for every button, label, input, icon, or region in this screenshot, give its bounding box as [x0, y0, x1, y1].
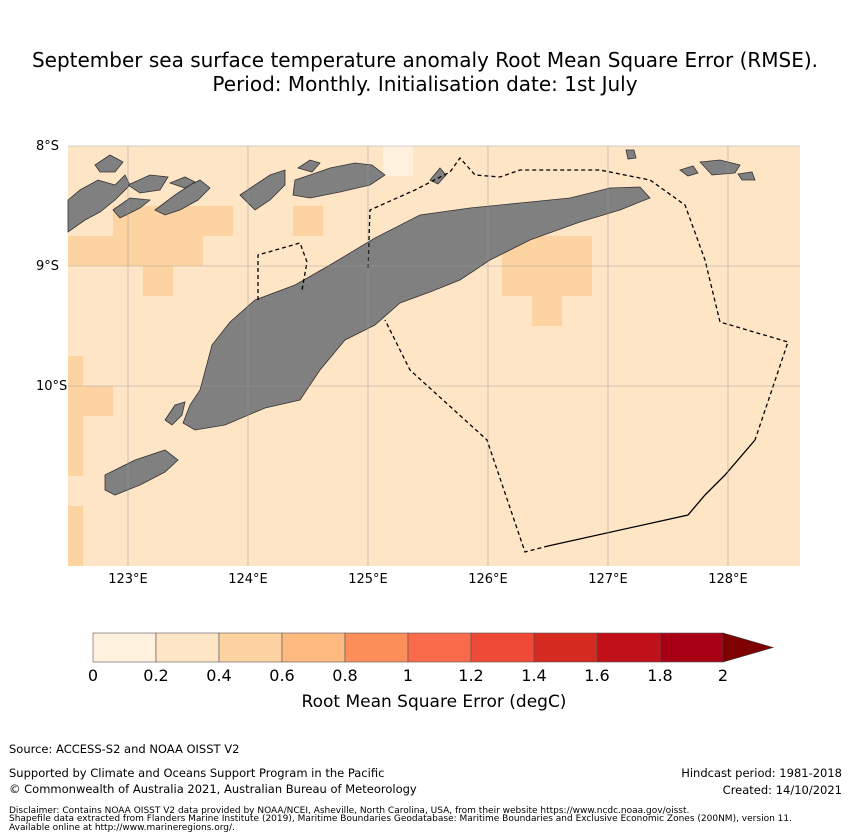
title-line-1: September sea surface temperature anomal…	[31, 48, 819, 72]
created-text: Created: 14/10/2021	[722, 783, 842, 797]
colorbar-tick: 1.4	[521, 666, 547, 685]
source-text: Source: ACCESS-S2 and NOAA OISST V2	[9, 742, 240, 756]
cell-mid	[532, 296, 562, 326]
colorbar-segment	[533, 632, 598, 663]
copyright-text: © Commonwealth of Australia 2021, Austra…	[9, 782, 417, 796]
lon-label: 125°E	[348, 572, 388, 587]
island-nw-5	[154, 179, 211, 216]
colorbar-segment	[596, 632, 661, 663]
colorbar-tick: 0.4	[206, 666, 232, 685]
colorbar-tick: 0.2	[143, 666, 169, 685]
colorbar-segment	[659, 632, 724, 663]
colorbar-segment	[218, 632, 283, 663]
cell-mid	[293, 206, 323, 236]
cell-mid	[143, 266, 173, 296]
islet-ne-3	[737, 171, 756, 181]
colorbar-segment	[407, 632, 472, 663]
colorbar-label: Root Mean Square Error (degC)	[301, 692, 567, 712]
cell-low	[383, 146, 413, 176]
colorbar-tick: 0.6	[269, 666, 295, 685]
island-nw-4	[127, 174, 169, 194]
cell-mid	[68, 386, 113, 416]
graticule	[68, 145, 800, 566]
islet-ne-1	[625, 149, 637, 160]
maritime-boundaries	[257, 156, 789, 553]
colorbar-tick: 1	[402, 666, 414, 685]
colorbar-tick: 1.8	[647, 666, 673, 685]
cell-mid	[68, 236, 203, 266]
chart-title: September sea surface temperature anomal…	[0, 48, 850, 96]
map-svg	[67, 145, 800, 566]
lat-label: 8°S	[36, 139, 60, 154]
cell-mid	[68, 506, 83, 566]
lon-label: 123°E	[108, 572, 148, 587]
hindcast-text: Hindcast period: 1981-2018	[681, 766, 842, 780]
disclaimer-line-2: Shapefile data extracted from Flanders M…	[9, 814, 792, 824]
supported-text: Supported by Climate and Oceans Support …	[9, 766, 385, 780]
lon-label: 127°E	[588, 572, 628, 587]
land-masses	[67, 149, 756, 496]
lon-label: 126°E	[468, 572, 508, 587]
island-n-2	[292, 162, 386, 199]
island-sw	[104, 449, 179, 496]
lat-label: 9°S	[36, 259, 60, 274]
boundary-west	[384, 319, 549, 553]
lon-label: 124°E	[228, 572, 268, 587]
colorbar-segments	[92, 632, 724, 663]
colorbar-tick: 1.2	[458, 666, 484, 685]
island-nw-2	[94, 154, 124, 173]
colorbar	[92, 632, 775, 663]
map-panel: 8°S 9°S 10°S 123°E 124°E 125°E 126°E 127…	[36, 139, 800, 587]
disclaimer-line-3: Available online at http://www.marinereg…	[9, 823, 235, 833]
colorbar-segment	[92, 632, 157, 663]
islet-sw	[164, 401, 186, 426]
colorbar-segment	[155, 632, 220, 663]
island-n-3	[297, 159, 321, 173]
colorbar-tick: 1.6	[584, 666, 610, 685]
colorbar-tick: 0.8	[332, 666, 358, 685]
colorbar-extend-arrow	[722, 632, 775, 663]
colorbar-segment	[344, 632, 409, 663]
colorbar-tick: 2	[717, 666, 729, 685]
title-line-2: Period: Monthly. Initialisation date: 1s…	[212, 72, 638, 96]
timor-island	[182, 186, 651, 431]
disclaimer-line-1: Disclaimer: Contains NOAA OISST V2 data …	[9, 806, 690, 816]
boundary-north	[367, 156, 789, 441]
colorbar-segment	[281, 632, 346, 663]
colorbar-segment	[470, 632, 535, 663]
boundary-south-solid	[547, 439, 756, 547]
island-nw-3	[112, 197, 152, 219]
colorbar-tick: 0	[87, 666, 99, 685]
island-n-1	[239, 169, 286, 211]
islet-ne-2	[679, 165, 699, 177]
island-ne	[699, 159, 741, 176]
boundary-enclave	[257, 242, 308, 300]
lon-label: 128°E	[708, 572, 748, 587]
island-nw-6	[168, 176, 196, 189]
lat-label: 10°S	[36, 379, 68, 394]
